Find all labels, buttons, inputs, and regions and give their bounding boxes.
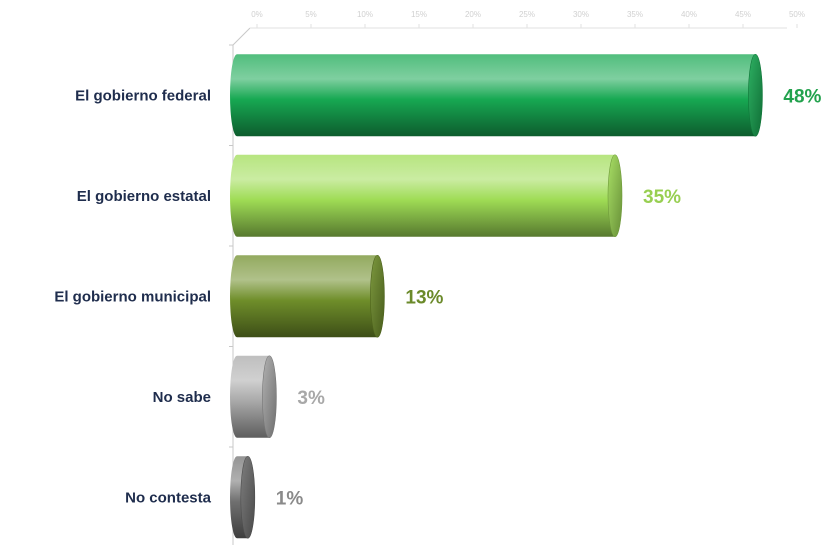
bar-cap <box>607 154 623 238</box>
bar-4 <box>230 355 277 439</box>
chart-labels: El gobierno federal 48% El gobierno estata… <box>54 86 821 509</box>
x-tick-label: 15% <box>411 10 427 19</box>
value-label: 13% <box>405 287 443 308</box>
x-tick-label: 0% <box>251 10 263 19</box>
bar-1 <box>230 53 763 137</box>
x-tick-label: 40% <box>681 10 697 19</box>
category-label: No sabe <box>153 389 211 406</box>
bar-cap <box>262 355 277 439</box>
category-label: El gobierno estatal <box>77 188 211 205</box>
bar-body <box>230 154 622 237</box>
bar-5 <box>230 455 256 539</box>
axis-depth-line <box>232 27 251 46</box>
category-label: El gobierno federal <box>75 87 211 104</box>
x-tick-label: 35% <box>627 10 643 19</box>
value-label: 3% <box>297 388 325 409</box>
value-label: 1% <box>276 488 304 509</box>
x-tick-label: 20% <box>465 10 481 19</box>
x-tick-label: 30% <box>573 10 589 19</box>
bar-body <box>230 255 385 338</box>
chart-bars <box>230 53 763 539</box>
value-label: 48% <box>783 86 821 107</box>
x-tick-label: 25% <box>519 10 535 19</box>
bar-cap <box>370 254 385 338</box>
x-tick-label: 45% <box>735 10 751 19</box>
bar-3 <box>230 254 385 338</box>
x-tick-label: 10% <box>357 10 373 19</box>
category-label: El gobierno municipal <box>54 288 211 305</box>
bar-cap <box>240 455 256 539</box>
bar-body <box>230 54 763 137</box>
value-label: 35% <box>643 187 681 208</box>
category-label: No contesta <box>125 489 212 506</box>
x-tick-label: 50% <box>789 10 805 19</box>
bar-cap <box>748 53 763 137</box>
x-tick-label: 5% <box>305 10 317 19</box>
bar-2 <box>230 154 623 238</box>
